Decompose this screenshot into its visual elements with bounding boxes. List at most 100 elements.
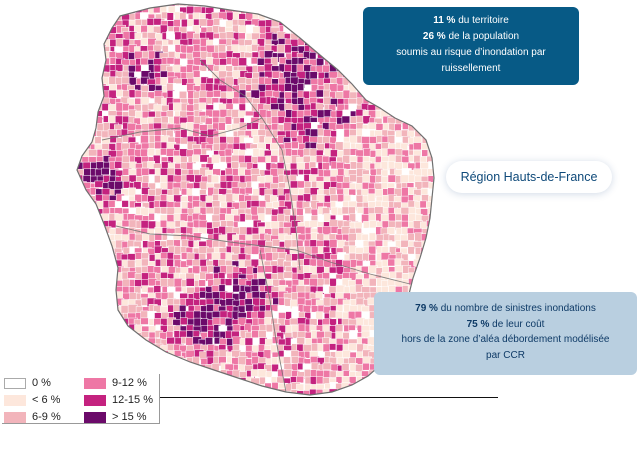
municipality-cell xyxy=(350,65,358,76)
municipality-cell xyxy=(129,344,138,354)
municipality-cell xyxy=(122,351,132,360)
municipality-cell xyxy=(88,39,98,47)
municipality-cell xyxy=(342,20,351,28)
municipality-cell xyxy=(348,45,357,55)
municipality-cell xyxy=(147,148,156,157)
municipality-cell xyxy=(140,148,148,158)
municipality-cell xyxy=(102,319,110,328)
municipality-cell xyxy=(212,89,221,98)
municipality-cell xyxy=(94,20,103,29)
municipality-cell xyxy=(426,220,434,228)
municipality-cell xyxy=(428,103,434,114)
municipality-cell xyxy=(238,291,246,301)
municipality-cell xyxy=(198,279,206,287)
municipality-cell xyxy=(122,331,131,340)
municipality-cell xyxy=(428,267,434,276)
stat-cost-text: de leur coût xyxy=(489,318,545,330)
municipality-cell xyxy=(95,305,103,315)
municipality-cell xyxy=(264,338,274,346)
municipality-cell xyxy=(238,4,248,9)
municipality-cell xyxy=(77,343,87,352)
municipality-cell xyxy=(77,19,78,27)
municipality-cell xyxy=(388,376,399,384)
municipality-cell xyxy=(83,18,92,28)
municipality-cell xyxy=(101,13,110,21)
municipality-cell xyxy=(96,278,106,286)
municipality-cell xyxy=(77,194,80,205)
municipality-cell xyxy=(193,375,204,385)
municipality-cell xyxy=(369,382,377,391)
municipality-cell xyxy=(134,363,144,372)
municipality-cell xyxy=(95,24,104,32)
municipality-cell xyxy=(387,227,395,235)
municipality-cell xyxy=(128,4,137,7)
municipality-cell xyxy=(77,187,85,197)
municipality-cell xyxy=(413,4,422,6)
municipality-cell xyxy=(206,377,217,388)
municipality-cell xyxy=(225,167,233,176)
municipality-cell xyxy=(381,91,391,101)
municipality-cell xyxy=(102,239,110,249)
municipality-cell xyxy=(257,369,267,378)
municipality-cell xyxy=(342,65,353,74)
municipality-cell xyxy=(102,344,112,353)
municipality-cell xyxy=(141,258,149,267)
municipality-cell xyxy=(153,351,164,362)
municipality-cell xyxy=(167,358,178,368)
municipality-cell xyxy=(83,291,91,300)
municipality-cell xyxy=(362,362,370,371)
municipality-cell xyxy=(421,85,431,94)
municipality-cell xyxy=(336,4,347,7)
municipality-cell xyxy=(140,310,148,319)
municipality-cell xyxy=(77,149,81,159)
municipality-cell xyxy=(89,58,97,69)
municipality-cell xyxy=(172,382,181,391)
municipality-cell xyxy=(82,213,91,222)
municipality-cell xyxy=(303,6,313,14)
municipality-cell xyxy=(297,4,305,9)
municipality-cell xyxy=(400,239,410,248)
municipality-cell xyxy=(341,4,350,6)
municipality-cell xyxy=(108,4,119,8)
municipality-cell xyxy=(77,6,84,15)
municipality-cell xyxy=(114,161,123,169)
municipality-cell xyxy=(77,279,80,288)
municipality-cell xyxy=(77,4,86,9)
municipality-cell xyxy=(89,33,100,41)
municipality-cell xyxy=(77,143,86,153)
municipality-cell xyxy=(205,388,214,395)
municipality-cell xyxy=(77,208,86,217)
municipality-cell xyxy=(199,370,210,380)
municipality-cell xyxy=(401,382,409,390)
municipality-cell xyxy=(77,246,87,255)
municipality-cell xyxy=(161,377,171,387)
municipality-cell xyxy=(77,279,85,288)
municipality-cell xyxy=(114,4,123,8)
municipality-cell xyxy=(419,200,428,209)
municipality-cell xyxy=(310,12,321,20)
municipality-cell xyxy=(167,362,176,371)
municipality-cell xyxy=(194,369,202,380)
municipality-cell xyxy=(257,156,267,164)
municipality-cell xyxy=(95,38,105,49)
municipality-cell xyxy=(82,317,92,328)
municipality-cell xyxy=(381,84,390,93)
municipality-cell xyxy=(121,356,130,365)
municipality-cell xyxy=(354,5,363,15)
municipality-cell xyxy=(363,148,371,157)
municipality-cell xyxy=(329,31,338,41)
municipality-cell xyxy=(135,343,144,351)
municipality-cell xyxy=(187,371,195,381)
municipality-cell xyxy=(413,89,421,100)
municipality-cell xyxy=(349,33,359,44)
municipality-cell xyxy=(419,279,430,289)
municipality-cell xyxy=(433,130,434,140)
municipality-cell xyxy=(101,4,112,8)
municipality-cell xyxy=(421,258,432,268)
municipality-cell xyxy=(90,324,101,333)
municipality-cell xyxy=(77,123,86,132)
municipality-cell xyxy=(362,384,371,394)
municipality-cell xyxy=(77,136,86,146)
municipality-cell xyxy=(77,57,79,66)
municipality-cell xyxy=(211,154,220,164)
